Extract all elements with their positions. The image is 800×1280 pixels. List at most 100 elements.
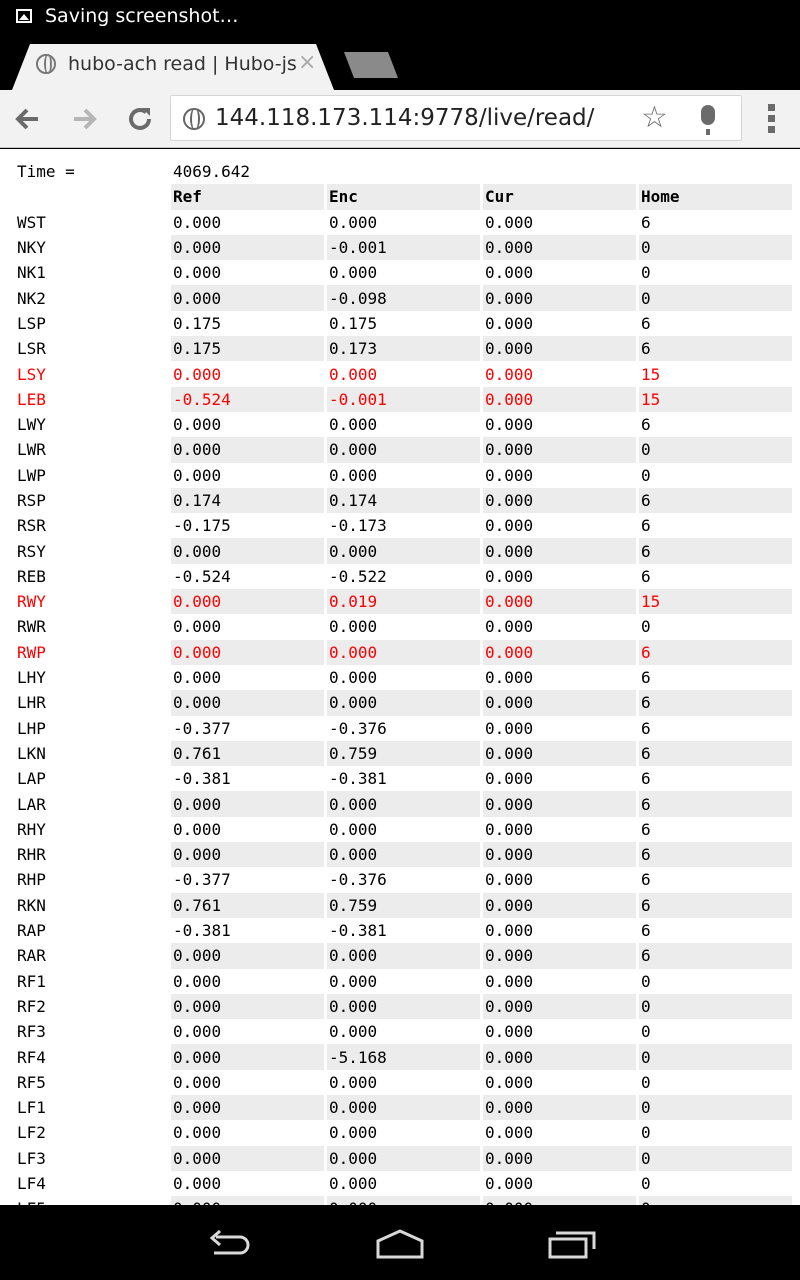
cell-enc: 0.000 xyxy=(329,1022,378,1042)
cell-ref: 0.000 xyxy=(173,1123,222,1143)
nav-recents-button[interactable] xyxy=(542,1227,602,1261)
cell-name: RSR xyxy=(17,516,46,536)
tab-title[interactable]: hubo-ach read | Hubo-js xyxy=(68,53,297,75)
cell-cur: 0.000 xyxy=(483,234,636,261)
table-row: LEB -0.524 -0.001 0.000 15 xyxy=(15,386,792,412)
cell-cur: 0.000 xyxy=(483,487,636,514)
cell-enc: 0.000 xyxy=(329,1123,378,1143)
overflow-menu-icon[interactable] xyxy=(760,102,782,136)
header-ref: Ref xyxy=(171,184,324,210)
cell-name: RSP xyxy=(17,491,46,510)
cell-home: 0 xyxy=(641,1072,651,1092)
cell-name: RF5 xyxy=(17,1072,46,1092)
cell-enc: 0.000 xyxy=(327,538,480,564)
address-bar[interactable]: 144.118.173.114:9778/live/read/ ☆ xyxy=(170,95,742,141)
cell-name: LF1 xyxy=(17,1098,46,1118)
cell-name: LF3 xyxy=(17,1148,46,1168)
nav-home-button[interactable] xyxy=(370,1227,430,1261)
cell-cur: 0.000 xyxy=(485,819,534,839)
cell-home: 0 xyxy=(639,1145,792,1171)
mic-icon[interactable] xyxy=(701,105,715,135)
cell-enc: -0.381 xyxy=(329,769,387,789)
new-tab-button[interactable] xyxy=(344,52,398,78)
cell-enc: 0.000 xyxy=(329,819,378,839)
cell-home: 6 xyxy=(641,516,651,536)
system-nav-bar xyxy=(0,1205,800,1280)
cell-home: 15 xyxy=(639,386,792,412)
cell-cur: 0.000 xyxy=(483,589,636,615)
cell-cur: 0.000 xyxy=(485,1072,534,1092)
cell-cur: 0.000 xyxy=(485,415,534,435)
cell-name: LF4 xyxy=(17,1174,46,1194)
nav-home-icon xyxy=(376,1229,424,1259)
cell-ref: 0.000 xyxy=(173,465,222,485)
cell-enc: 0.000 xyxy=(329,1174,378,1194)
nav-back-button[interactable] xyxy=(200,1227,260,1261)
cell-cur: 0.000 xyxy=(485,1123,534,1143)
back-button[interactable] xyxy=(10,102,46,136)
tab-strip: hubo-ach read | Hubo-js × xyxy=(0,34,800,90)
cell-ref: -0.377 xyxy=(173,718,231,738)
cell-name: RF4 xyxy=(17,1047,46,1067)
cell-name: RAR xyxy=(17,946,46,966)
cell-cur: 0.000 xyxy=(483,1196,636,1205)
close-icon[interactable]: × xyxy=(298,50,317,75)
cell-home: 0 xyxy=(641,1022,651,1042)
cell-ref: 0.000 xyxy=(171,639,324,665)
url-text[interactable]: 144.118.173.114:9778/live/read/ xyxy=(215,105,595,131)
cell-ref: 0.000 xyxy=(173,1022,222,1042)
cell-ref: -0.524 xyxy=(173,566,231,586)
cell-home: 0 xyxy=(641,465,651,485)
cell-home: 6 xyxy=(639,892,792,918)
cell-cur: 0.000 xyxy=(483,285,636,311)
cell-ref: -0.524 xyxy=(171,386,324,412)
star-icon[interactable]: ☆ xyxy=(641,100,668,135)
cell-cur: 0.000 xyxy=(483,690,636,716)
cell-cur: 0.000 xyxy=(485,566,534,586)
cell-cur: 0.000 xyxy=(483,943,636,969)
table-row: LWP 0.000 0.000 0.000 0 xyxy=(15,463,792,488)
cell-ref: 0.000 xyxy=(171,842,324,868)
cell-enc: -0.522 xyxy=(329,566,387,586)
table-row: RSP 0.174 0.174 0.000 6 xyxy=(15,487,792,514)
reload-button[interactable] xyxy=(122,102,158,136)
cell-ref: -0.377 xyxy=(173,870,231,890)
cell-cur: 0.000 xyxy=(485,921,534,941)
table-row: RSY 0.000 0.000 0.000 6 xyxy=(15,538,792,564)
cell-name: LF5 xyxy=(15,1196,168,1205)
cell-cur: 0.000 xyxy=(483,386,636,412)
cell-enc: 0.000 xyxy=(327,437,480,463)
cell-home: 6 xyxy=(639,336,792,362)
cell-cur: 0.000 xyxy=(485,465,534,485)
table-row: LAP -0.381 -0.381 0.000 6 xyxy=(15,766,792,791)
cell-enc: 0.759 xyxy=(327,740,480,767)
cell-ref: 0.000 xyxy=(173,819,222,839)
cell-name: RF2 xyxy=(17,996,46,1016)
tab-active[interactable] xyxy=(12,44,334,90)
cell-home: 0 xyxy=(639,1044,792,1070)
cell-home: 6 xyxy=(641,313,651,333)
cell-name: RHP xyxy=(17,870,46,890)
cell-enc: 0.175 xyxy=(329,313,378,333)
cell-enc: -0.001 xyxy=(327,234,480,261)
table-row: RHP -0.377 -0.376 0.000 6 xyxy=(15,867,792,892)
cell-enc: 0.000 xyxy=(329,465,378,485)
cell-name: RSY xyxy=(17,541,46,561)
reload-icon xyxy=(129,108,151,130)
cell-home: 6 xyxy=(641,566,651,586)
cell-home: 6 xyxy=(641,870,651,890)
forward-button[interactable] xyxy=(66,102,102,136)
image-icon xyxy=(16,9,32,23)
table-row: RWY 0.000 0.019 0.000 15 xyxy=(15,589,792,615)
cell-enc: 0.000 xyxy=(327,842,480,868)
cell-ref: 0.000 xyxy=(173,364,222,384)
forward-arrow-icon xyxy=(74,108,97,130)
cell-name: RKN xyxy=(17,895,46,915)
cell-ref: 0.000 xyxy=(171,943,324,969)
cell-home: 6 xyxy=(641,212,651,232)
table-row: RWR 0.000 0.000 0.000 0 xyxy=(15,614,792,639)
cell-name: RHY xyxy=(17,819,46,839)
cell-cur: 0.000 xyxy=(483,538,636,564)
nav-back-icon xyxy=(209,1229,250,1255)
